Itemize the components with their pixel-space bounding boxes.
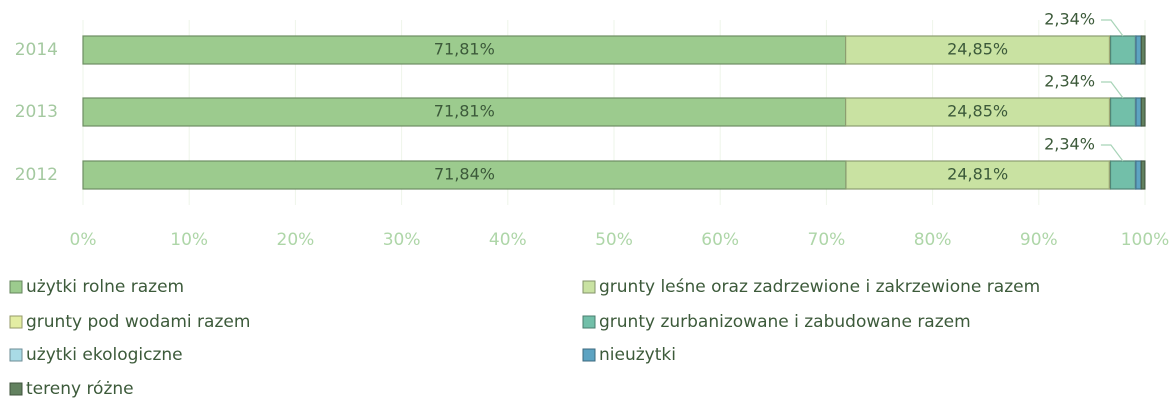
legend-label: grunty pod wodami razem: [26, 312, 250, 332]
legend-swatch: [582, 348, 596, 362]
data-label: 71,81%: [434, 102, 495, 121]
legend-label: grunty leśne oraz zadrzewione i zakrzewi…: [599, 277, 1040, 297]
leader-line: [1101, 19, 1124, 37]
data-label: 24,85%: [947, 102, 1008, 121]
bar-segment: [1135, 35, 1142, 65]
leader-line: [1101, 81, 1124, 99]
legend-swatch: [9, 348, 23, 362]
x-tick-label: 80%: [914, 230, 952, 250]
bar-segment: [1109, 97, 1137, 127]
x-tick-label: 30%: [383, 230, 421, 250]
x-tick-label: 40%: [489, 230, 527, 250]
legend-swatch: [9, 382, 23, 396]
legend-swatch: [9, 280, 23, 294]
data-label: 2,34%: [1044, 72, 1095, 91]
bar-segment: [1140, 160, 1146, 190]
bar-segment: [82, 160, 847, 190]
bar-segment: [1135, 160, 1142, 190]
y-tick-label: 2014: [15, 40, 58, 60]
legend-label: użytki rolne razem: [26, 277, 184, 297]
x-tick-label: 100%: [1121, 230, 1170, 250]
bar-segment: [1109, 35, 1137, 65]
data-label: 2,34%: [1044, 10, 1095, 29]
legend-swatch: [582, 315, 596, 329]
bar-segment: [845, 160, 1111, 190]
leader-line: [1100, 144, 1124, 162]
x-tick-label: 20%: [277, 230, 315, 250]
bar-segment: [845, 97, 1111, 127]
x-tick-label: 60%: [701, 230, 739, 250]
x-tick-label: 70%: [808, 230, 846, 250]
legend-label: nieużytki: [599, 345, 676, 365]
legend-swatch: [582, 280, 596, 294]
x-tick-label: 0%: [70, 230, 97, 250]
legend-label: grunty zurbanizowane i zabudowane razem: [599, 312, 971, 332]
legend-label: tereny różne: [26, 379, 134, 399]
data-label: 71,81%: [434, 40, 495, 59]
data-label: 71,84%: [434, 165, 495, 184]
bar-segment: [1140, 35, 1146, 65]
x-tick-label: 50%: [595, 230, 633, 250]
data-label: 24,85%: [947, 40, 1008, 59]
data-label: 2,34%: [1044, 135, 1095, 154]
data-label: 24,81%: [947, 165, 1008, 184]
bar-segment: [845, 35, 1111, 65]
legend-label: użytki ekologiczne: [26, 345, 183, 365]
bar-segment: [82, 35, 847, 65]
y-tick-label: 2013: [15, 102, 58, 122]
bar-segment: [1109, 160, 1136, 190]
bar-segment: [1135, 97, 1142, 127]
bar-segment: [82, 97, 847, 127]
bar-segment: [1140, 97, 1146, 127]
x-tick-label: 10%: [170, 230, 208, 250]
legend-swatch: [9, 315, 23, 329]
x-tick-label: 90%: [1020, 230, 1058, 250]
y-tick-label: 2012: [15, 165, 58, 185]
